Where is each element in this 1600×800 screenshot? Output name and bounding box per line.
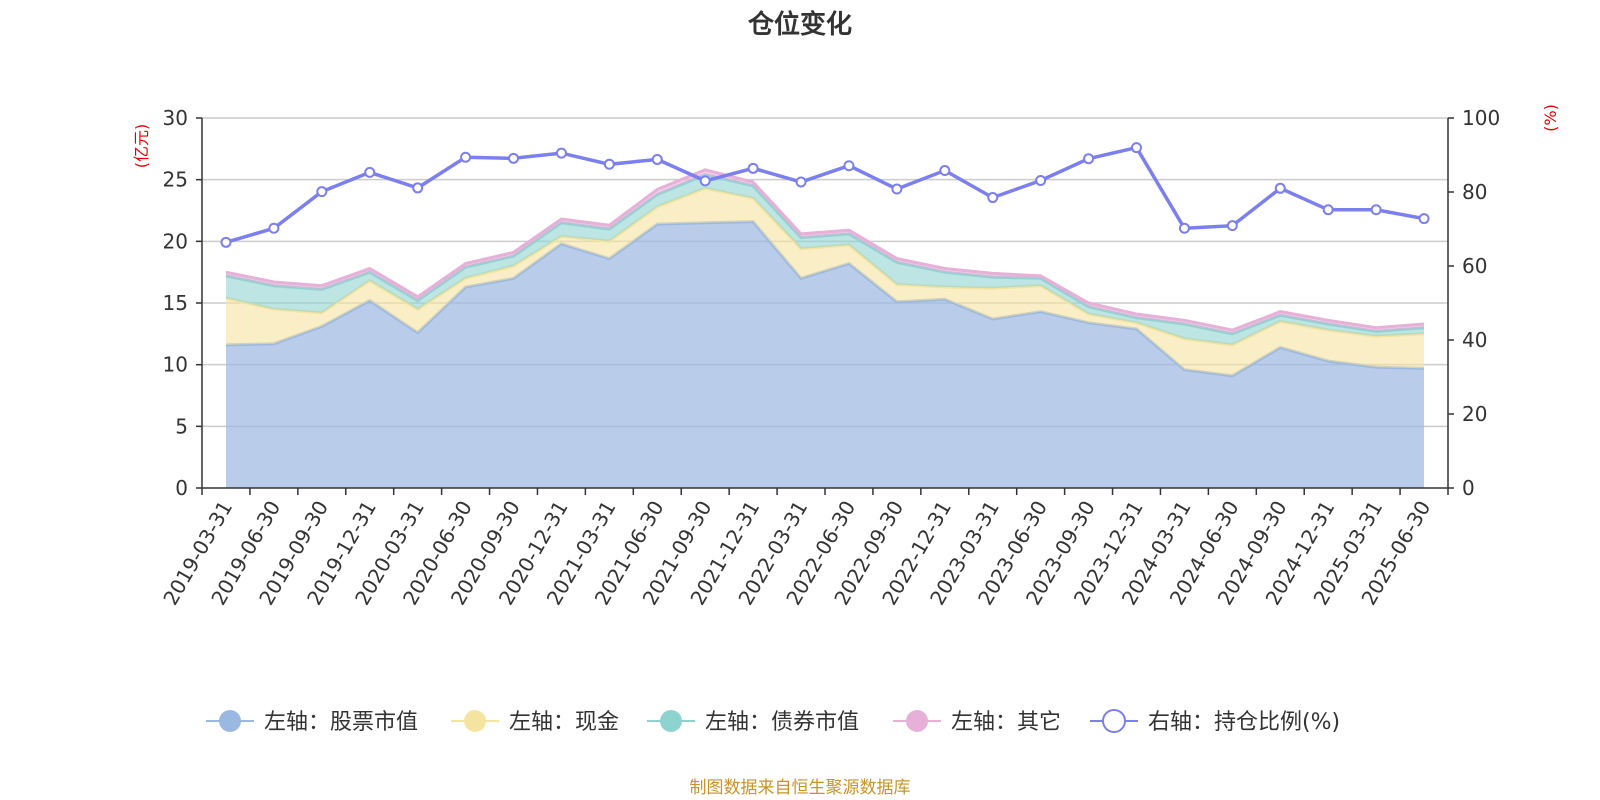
legend-label: 左轴：债券市值 [705, 710, 859, 735]
ratio-point [1035, 175, 1047, 187]
ratio-point [1322, 204, 1334, 216]
legend-label: 左轴：其它 [951, 710, 1061, 735]
left-axis-unit: (亿元) [132, 124, 151, 169]
legend-item[interactable]: 左轴：其它 [893, 710, 1061, 735]
ratio-point [939, 165, 951, 177]
legend-marker [1102, 709, 1126, 733]
area-edge-other [225, 168, 1425, 332]
ratio-point [651, 153, 663, 165]
ratio-point [747, 162, 759, 174]
ratio-point [508, 152, 519, 164]
legend-label: 左轴：现金 [509, 710, 619, 735]
area-cash [226, 188, 1424, 376]
left-tick-label: 10 [163, 353, 188, 377]
ratio-point [843, 160, 855, 172]
left-tick-label: 30 [163, 106, 188, 130]
ratio-point [1131, 142, 1142, 154]
ratio-point [1274, 182, 1286, 194]
ratio-point [603, 158, 615, 170]
right-tick-label: 40 [1462, 328, 1487, 352]
legend-label: 右轴：持仓比例(%) [1148, 710, 1340, 735]
ratio-point [891, 183, 903, 195]
right-tick-label: 60 [1462, 254, 1487, 278]
ratio-point [1226, 220, 1238, 232]
right-tick-label: 80 [1462, 180, 1487, 204]
ratio-point [555, 147, 567, 159]
legend-label: 左轴：股票市值 [264, 710, 418, 735]
legend-marker [219, 710, 241, 732]
right-tick-label: 0 [1462, 476, 1475, 500]
ratio-point [1418, 213, 1430, 225]
ratio-point [1083, 153, 1095, 165]
left-tick-label: 5 [175, 414, 188, 438]
stacked-areas [225, 168, 1425, 488]
left-tick-label: 25 [163, 168, 188, 192]
ratio-point [460, 151, 472, 163]
chart-title: 仓位变化 [747, 9, 852, 40]
legend-item[interactable]: 左轴：现金 [451, 710, 619, 735]
right-axis-unit: (%) [1541, 104, 1560, 132]
ratio-point [268, 222, 280, 234]
left-tick-label: 20 [163, 229, 188, 253]
legend-item[interactable]: 左轴：股票市值 [206, 710, 418, 735]
ratio-point [1178, 222, 1190, 234]
legend-marker [464, 710, 486, 732]
ratio-point [699, 175, 711, 187]
ratio-point [316, 186, 328, 198]
left-tick-label: 0 [175, 476, 188, 500]
ratio-line-path [225, 145, 1425, 244]
ratio-point [220, 236, 232, 248]
right-tick-label: 100 [1462, 106, 1500, 130]
legend-item[interactable]: 左轴：债券市值 [647, 710, 859, 735]
ratio-point [364, 166, 376, 178]
ratio-point [1370, 204, 1382, 216]
ratio-point [987, 192, 999, 204]
ratio-point [795, 176, 807, 188]
legend-marker [660, 710, 682, 732]
ratio-line [220, 142, 1430, 248]
right-tick-label: 20 [1462, 402, 1487, 426]
legend-marker [906, 710, 928, 732]
legend: 左轴：股票市值 左轴：现金 左轴：债券市值 左轴：其它 右轴：持仓比例(%) [206, 709, 1340, 735]
ratio-point [412, 182, 424, 194]
source-note: 制图数据来自恒生聚源数据库 [690, 778, 911, 798]
area-stock [226, 221, 1424, 488]
left-tick-label: 15 [163, 291, 188, 315]
legend-item[interactable]: 右轴：持仓比例(%) [1090, 709, 1340, 735]
